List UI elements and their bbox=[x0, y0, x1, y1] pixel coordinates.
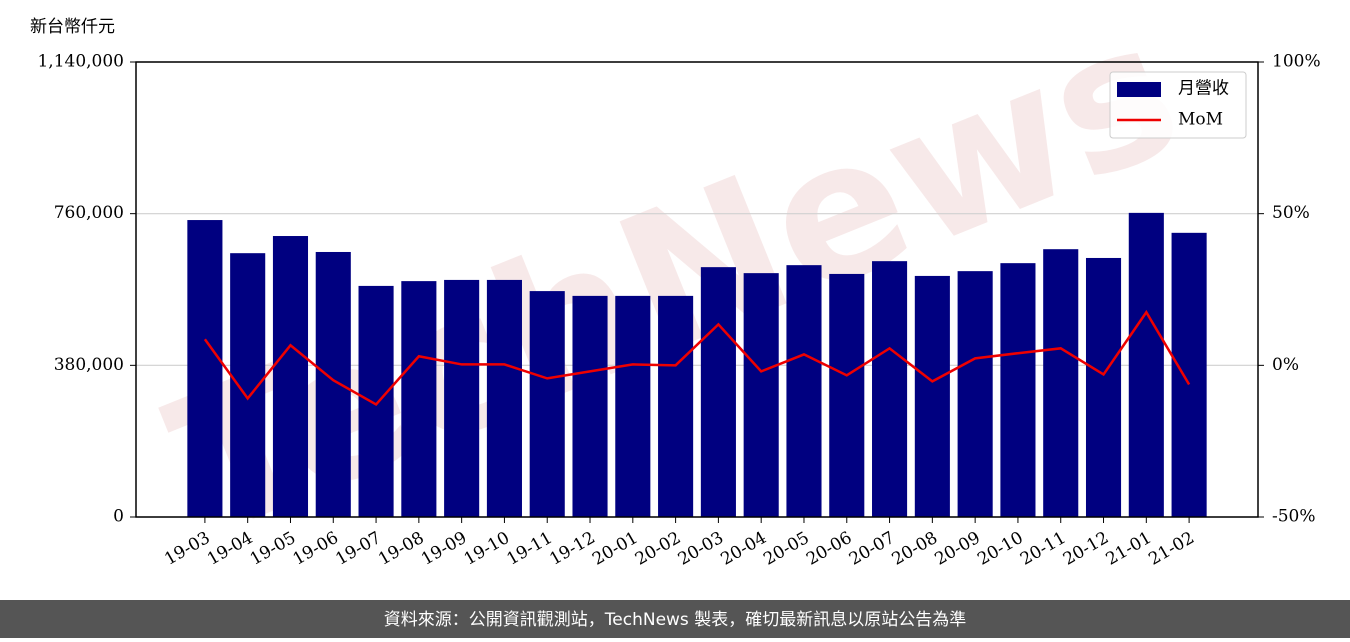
bar bbox=[272, 236, 309, 517]
y2-tick-label: 100% bbox=[1272, 52, 1321, 72]
y-tick-label: 380,000 bbox=[54, 355, 124, 375]
bar bbox=[444, 279, 480, 517]
y2-tick-label: -50% bbox=[1272, 507, 1316, 527]
x-tick-label: 21-01 bbox=[1103, 528, 1155, 570]
bar bbox=[914, 275, 950, 517]
bar bbox=[872, 261, 908, 517]
plot-frame bbox=[135, 61, 1259, 518]
x-tick-label: 20-03 bbox=[675, 528, 727, 570]
y-tick-label: 0 bbox=[113, 507, 124, 527]
legend-swatch bbox=[1117, 82, 1161, 97]
bar bbox=[572, 295, 608, 517]
line bbox=[203, 309, 1191, 407]
bar bbox=[1000, 263, 1036, 517]
x-tick-label: 20-02 bbox=[632, 528, 684, 570]
y2-tick-label: 0% bbox=[1272, 355, 1299, 375]
legend-label: 月營收 bbox=[1178, 79, 1229, 99]
bar bbox=[615, 295, 651, 517]
bar bbox=[829, 273, 865, 517]
x-tick-label: 19-08 bbox=[375, 528, 427, 570]
bar bbox=[486, 279, 522, 517]
x-tick-label: 19-09 bbox=[418, 528, 470, 570]
y-tick-label: 760,000 bbox=[54, 203, 124, 223]
bar bbox=[700, 267, 736, 517]
x-tick-label: 20-07 bbox=[846, 528, 898, 570]
x-tick-label: 20-06 bbox=[803, 528, 855, 570]
x-tick-label: 20-08 bbox=[889, 528, 941, 570]
bar bbox=[658, 295, 694, 517]
x-tick-label: 20-10 bbox=[974, 528, 1026, 570]
bar bbox=[786, 265, 822, 517]
x-tick-label: 20-05 bbox=[760, 528, 812, 570]
x-tick-label: 19-03 bbox=[161, 528, 213, 570]
bar bbox=[957, 271, 993, 517]
x-tick-label: 19-10 bbox=[461, 528, 513, 570]
bar bbox=[1043, 249, 1079, 517]
bar bbox=[1171, 232, 1207, 517]
legend-label: MoM bbox=[1178, 110, 1223, 130]
x-tick-label: 20-11 bbox=[1017, 528, 1069, 570]
bar bbox=[1085, 257, 1122, 517]
x-tick-label: 20-09 bbox=[931, 528, 983, 570]
bar bbox=[529, 291, 565, 517]
bar bbox=[1128, 212, 1164, 518]
bar bbox=[187, 220, 223, 518]
bar bbox=[743, 273, 779, 517]
x-tick-label: 19-07 bbox=[332, 528, 384, 570]
source-note: 資料來源：公開資訊觀測站，TechNews 製表，確切最新訊息以原站公告為準 bbox=[384, 610, 966, 630]
x-tick-label: 19-11 bbox=[504, 528, 556, 570]
x-tick-label: 19-12 bbox=[546, 528, 598, 570]
x-tick-label: 20-04 bbox=[717, 528, 769, 570]
y2-tick-label: 50% bbox=[1272, 203, 1310, 223]
unit-label: 新台幣仟元 bbox=[30, 17, 115, 37]
x-tick-label: 21-02 bbox=[1145, 528, 1197, 570]
bar bbox=[358, 285, 394, 517]
y-tick-label: 1,140,000 bbox=[37, 52, 124, 72]
bar bbox=[315, 251, 351, 517]
x-tick-label: 20-01 bbox=[589, 528, 641, 570]
footer-bar bbox=[0, 600, 1350, 638]
x-tick-label: 20-12 bbox=[1060, 528, 1112, 570]
bar bbox=[401, 281, 437, 517]
legend: 月營收 MoM bbox=[1109, 71, 1247, 139]
